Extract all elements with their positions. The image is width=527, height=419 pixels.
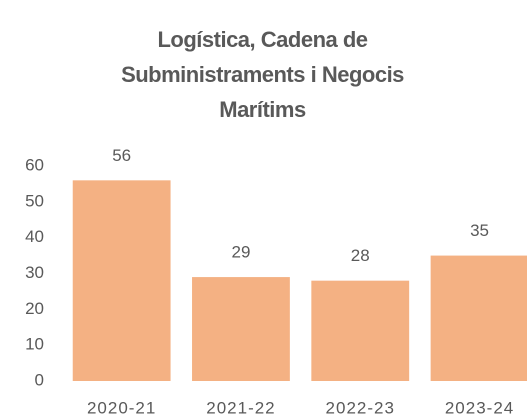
y-tick-label: 30 bbox=[25, 263, 44, 282]
data-label: 29 bbox=[231, 243, 250, 262]
bar bbox=[430, 255, 527, 381]
x-tick-label: 2022-23 bbox=[326, 398, 395, 417]
chart-title: Logística, Cadena de Subministraments i … bbox=[121, 27, 404, 122]
bar bbox=[311, 280, 410, 381]
x-tick-label: 2023-24 bbox=[445, 398, 514, 417]
x-tick-label: 2020-21 bbox=[87, 398, 156, 417]
bar bbox=[192, 277, 290, 381]
y-tick-label: 20 bbox=[25, 299, 44, 318]
data-label: 56 bbox=[112, 146, 131, 165]
y-tick-label: 10 bbox=[25, 335, 44, 354]
data-label: 35 bbox=[470, 221, 489, 240]
y-tick-label: 50 bbox=[25, 191, 44, 210]
x-tick-label: 2021-22 bbox=[206, 398, 275, 417]
y-tick-label: 0 bbox=[35, 370, 44, 389]
y-tick-label: 60 bbox=[25, 155, 44, 174]
y-tick-label: 40 bbox=[25, 227, 44, 246]
data-label: 28 bbox=[351, 246, 370, 265]
bar bbox=[72, 180, 171, 381]
